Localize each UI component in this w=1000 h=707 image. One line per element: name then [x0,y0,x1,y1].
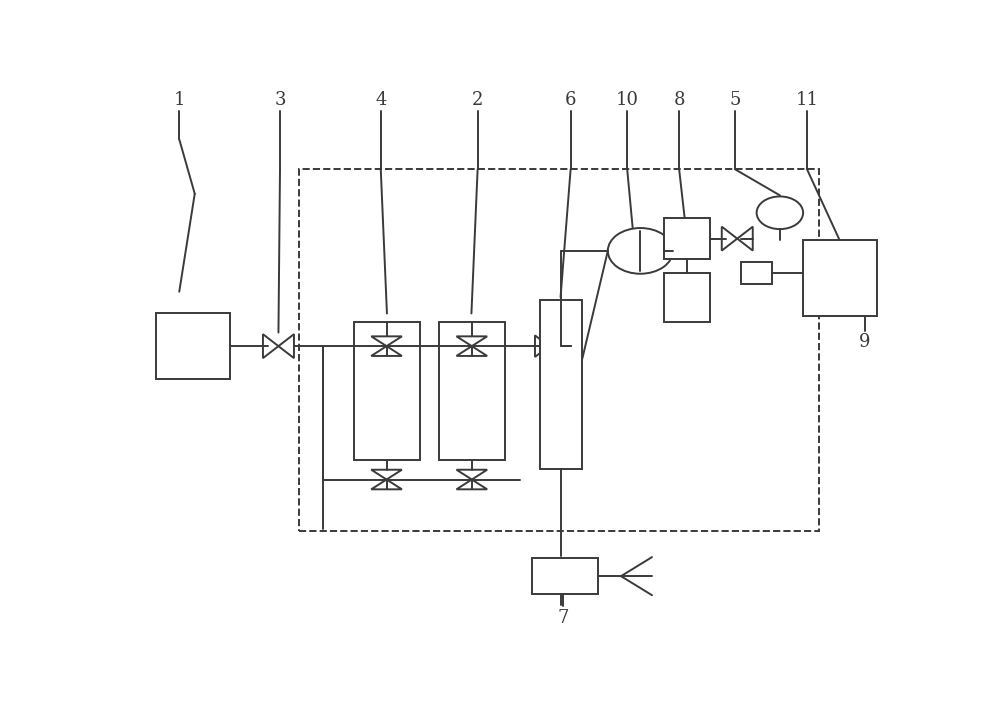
Polygon shape [456,346,487,356]
Bar [664,273,710,322]
Text: 8: 8 [673,91,685,110]
Polygon shape [535,335,549,357]
Text: 1: 1 [174,91,185,110]
Polygon shape [278,334,294,358]
Bar [156,313,230,379]
Text: 4: 4 [375,91,386,110]
Polygon shape [263,334,278,358]
Text: 2: 2 [472,91,483,110]
Text: 5: 5 [729,91,741,110]
Text: 7: 7 [557,609,569,626]
Text: 6: 6 [565,91,576,110]
Bar [540,300,582,469]
Bar [803,240,877,316]
Bar [354,322,420,460]
Bar [664,218,710,259]
Polygon shape [549,335,563,357]
Bar [299,169,819,531]
Polygon shape [371,469,402,479]
Text: 9: 9 [859,332,871,351]
Bar [439,322,505,460]
Polygon shape [456,469,487,479]
Polygon shape [371,346,402,356]
Text: 3: 3 [274,91,286,110]
Text: 10: 10 [616,91,639,110]
Bar [532,559,598,594]
Polygon shape [371,337,402,346]
Polygon shape [456,479,487,489]
Text: 11: 11 [796,91,818,110]
Bar [741,262,772,284]
Polygon shape [456,337,487,346]
Polygon shape [371,479,402,489]
Polygon shape [737,227,753,250]
Polygon shape [722,227,737,250]
